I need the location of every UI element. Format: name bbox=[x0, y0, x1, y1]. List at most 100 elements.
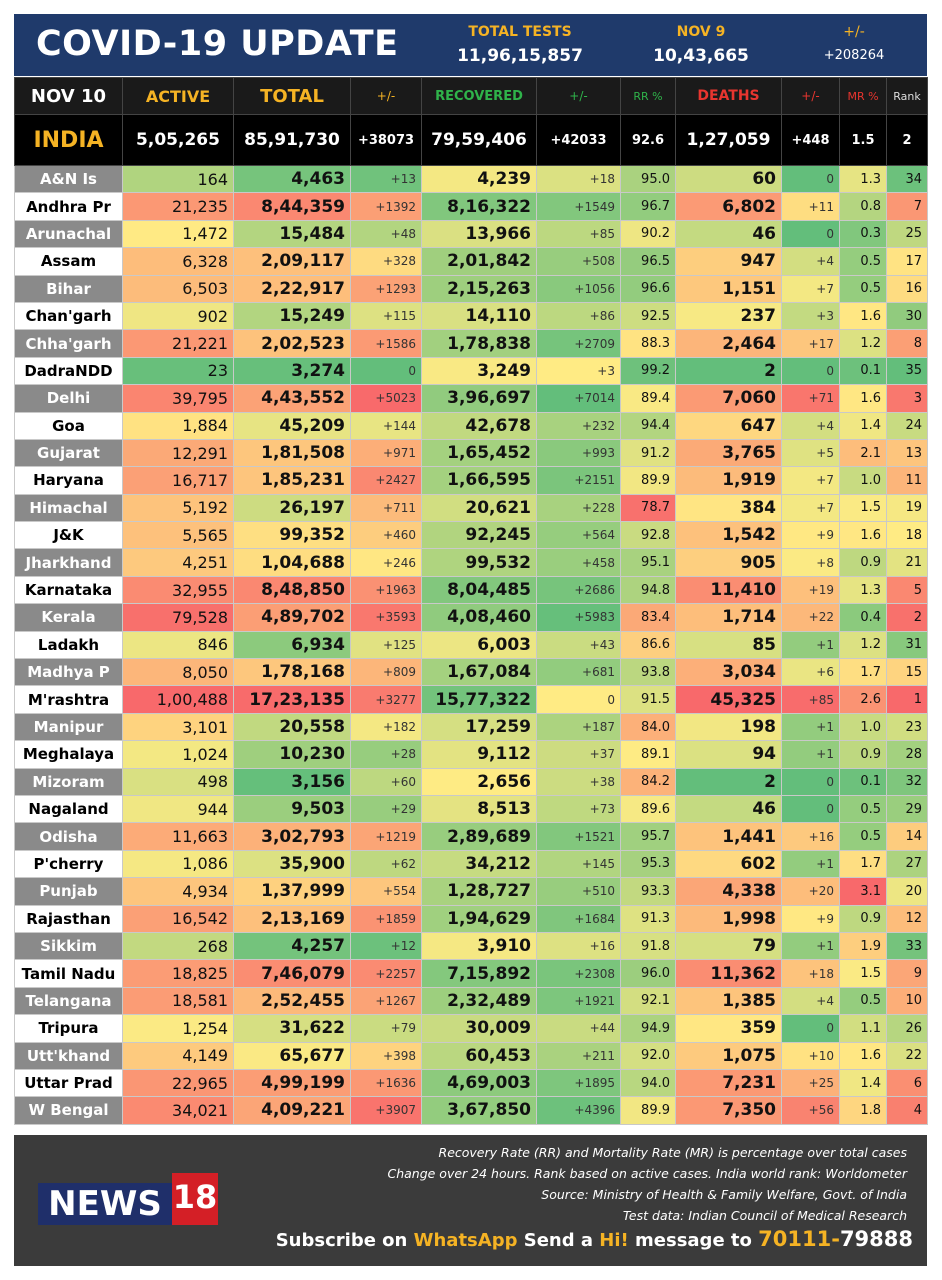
footer: Recovery Rate (RR) and Mortality Rate (M… bbox=[14, 1135, 927, 1266]
deaths-header: DEATHS bbox=[675, 77, 782, 115]
rr-cell: 96.6 bbox=[620, 274, 676, 303]
total-change-cell: +2427 bbox=[350, 466, 422, 495]
deaths-cell: 1,919 bbox=[675, 466, 782, 495]
total-cell: 3,156 bbox=[233, 767, 351, 796]
state-name: Jharkhand bbox=[14, 548, 123, 577]
tests-change: +/- +208264 bbox=[804, 24, 904, 63]
rr-cell: 94.0 bbox=[620, 1068, 676, 1098]
recovered-change-cell: +16 bbox=[536, 931, 621, 961]
deaths-change-cell: +71 bbox=[781, 384, 840, 413]
recovered-change-cell: +7014 bbox=[536, 384, 621, 413]
deaths-cell: 647 bbox=[675, 411, 782, 440]
state-row: Tripura 1,254 31,622 +79 30,009 +44 94.9 359 0 1.… bbox=[14, 1014, 928, 1043]
total-cell: 1,37,999 bbox=[233, 877, 351, 906]
deaths-change-cell: 0 bbox=[781, 1014, 840, 1043]
deaths-cell: 11,410 bbox=[675, 575, 782, 605]
rr-cell: 83.4 bbox=[620, 603, 676, 632]
active-cell: 6,328 bbox=[122, 247, 234, 276]
deaths-cell: 6,802 bbox=[675, 192, 782, 221]
mr-cell: 0.5 bbox=[839, 274, 887, 303]
rank-cell: 21 bbox=[886, 548, 928, 577]
state-row: J&K 5,565 99,352 +460 92,245 +564 92.8 1,542 +9 1… bbox=[14, 521, 928, 550]
recovered-change-cell: +145 bbox=[536, 849, 621, 879]
state-row: M'rashtra 1,00,488 17,23,135 +3277 15,77,322… bbox=[14, 685, 928, 714]
rr-cell: 92.0 bbox=[620, 1041, 676, 1070]
total-change-cell: +1392 bbox=[350, 192, 422, 221]
tests-change-label: +/- bbox=[843, 24, 865, 40]
state-name: J&K bbox=[14, 521, 123, 550]
mr-cell: 3.1 bbox=[839, 877, 887, 906]
rank-cell: 14 bbox=[886, 822, 928, 851]
rr-cell: 89.4 bbox=[620, 384, 676, 413]
recovered-cell: 42,678 bbox=[421, 411, 537, 440]
rank-cell: 6 bbox=[886, 1068, 928, 1098]
mr-cell: 0.4 bbox=[839, 603, 887, 632]
total-cell: 10,230 bbox=[233, 740, 351, 769]
recovered-cell: 20,621 bbox=[421, 493, 537, 523]
mr-cell: 0.8 bbox=[839, 192, 887, 221]
tests-change-value: +208264 bbox=[823, 48, 885, 63]
india-rr: 92.6 bbox=[620, 114, 676, 166]
recovered-change-cell: +1549 bbox=[536, 192, 621, 221]
active-cell: 34,021 bbox=[122, 1096, 234, 1125]
state-name: Karnataka bbox=[14, 575, 123, 605]
total-cell: 1,04,688 bbox=[233, 548, 351, 577]
deaths-change-cell: 0 bbox=[781, 794, 840, 824]
recovered-change-cell: +2308 bbox=[536, 959, 621, 988]
active-cell: 1,254 bbox=[122, 1014, 234, 1043]
total-cell: 8,44,359 bbox=[233, 192, 351, 221]
deaths-cell: 45,325 bbox=[675, 685, 782, 714]
state-row: W Bengal 34,021 4,09,221 +3907 3,67,850 +4396… bbox=[14, 1096, 928, 1125]
active-cell: 8,050 bbox=[122, 658, 234, 687]
state-name: Bihar bbox=[14, 274, 123, 303]
total-cell: 45,209 bbox=[233, 411, 351, 440]
subscribe-line: Subscribe on WhatsApp Send a Hi! message… bbox=[276, 1227, 913, 1251]
recovered-cell: 9,112 bbox=[421, 740, 537, 769]
active-cell: 1,00,488 bbox=[122, 685, 234, 714]
recovered-cell: 92,245 bbox=[421, 521, 537, 550]
deaths-cell: 1,998 bbox=[675, 904, 782, 933]
deaths-cell: 7,231 bbox=[675, 1068, 782, 1098]
state-row: Karnataka 32,955 8,48,850 +1963 8,04,485 +268… bbox=[14, 575, 928, 605]
recovered-cell: 4,239 bbox=[421, 164, 537, 194]
deaths-cell: 2 bbox=[675, 356, 782, 386]
state-row: A&N Is 164 4,463 +13 4,239 +18 95.0 60 0 1.3 34 bbox=[14, 164, 928, 194]
active-cell: 4,149 bbox=[122, 1041, 234, 1070]
deaths-change-cell: +18 bbox=[781, 959, 840, 988]
deaths-cell: 947 bbox=[675, 247, 782, 276]
state-row: DadraNDD 23 3,274 0 3,249 +3 99.2 2 0 0.1 35 bbox=[14, 356, 928, 386]
state-name: Uttar Prad bbox=[14, 1068, 123, 1098]
total-cell: 4,09,221 bbox=[233, 1096, 351, 1125]
deaths-change-cell: +1 bbox=[781, 931, 840, 961]
india-recovered-change: +42033 bbox=[536, 114, 621, 166]
rr-cell: 88.3 bbox=[620, 329, 676, 358]
active-cell: 5,565 bbox=[122, 521, 234, 550]
rank-cell: 26 bbox=[886, 1014, 928, 1043]
rank-cell: 32 bbox=[886, 767, 928, 796]
deaths-change-cell: +10 bbox=[781, 1041, 840, 1070]
total-cell: 26,197 bbox=[233, 493, 351, 523]
deaths-change-cell: +4 bbox=[781, 986, 840, 1016]
total-change-cell: +29 bbox=[350, 794, 422, 824]
state-row: Assam 6,328 2,09,117 +328 2,01,842 +508 96.5 94… bbox=[14, 247, 928, 276]
india-deaths: 1,27,059 bbox=[675, 114, 782, 166]
rr-cell: 91.5 bbox=[620, 685, 676, 714]
deaths-change-cell: +20 bbox=[781, 877, 840, 906]
phone-suffix: 79888 bbox=[839, 1227, 913, 1251]
total-change-cell: +1267 bbox=[350, 986, 422, 1016]
mr-cell: 1.9 bbox=[839, 931, 887, 961]
recovered-cell: 3,249 bbox=[421, 356, 537, 386]
mr-cell: 0.3 bbox=[839, 219, 887, 249]
mr-cell: 1.5 bbox=[839, 959, 887, 988]
total-change-cell: +2257 bbox=[350, 959, 422, 988]
mr-cell: 1.4 bbox=[839, 1068, 887, 1098]
deaths-change-cell: +7 bbox=[781, 466, 840, 495]
active-cell: 498 bbox=[122, 767, 234, 796]
mr-cell: 0.5 bbox=[839, 986, 887, 1016]
rr-cell: 91.2 bbox=[620, 438, 676, 468]
deaths-cell: 4,338 bbox=[675, 877, 782, 906]
recovered-cell: 34,212 bbox=[421, 849, 537, 879]
state-table: NOV 10 ACTIVE TOTAL +/- RECOVERED +/- RR… bbox=[14, 77, 928, 1125]
recovered-change-cell: +38 bbox=[536, 767, 621, 796]
deaths-change-cell: +25 bbox=[781, 1068, 840, 1098]
